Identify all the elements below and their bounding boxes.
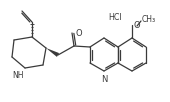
- Text: O: O: [76, 29, 83, 38]
- Text: N: N: [101, 74, 107, 84]
- Text: CH₃: CH₃: [142, 16, 156, 24]
- Text: O: O: [134, 22, 141, 30]
- Text: NH: NH: [12, 72, 24, 80]
- Text: HCl: HCl: [108, 13, 122, 23]
- Polygon shape: [46, 48, 59, 57]
